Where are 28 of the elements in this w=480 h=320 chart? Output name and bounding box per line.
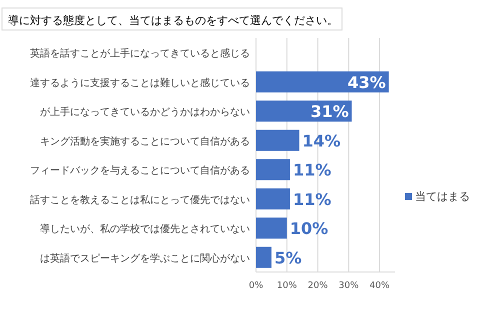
data-label: 14% [302,131,341,150]
y-tick-label: フィードバックを与えることについて自信がある [30,164,250,177]
data-label: 5% [274,248,302,268]
y-tick-label: 導したいが、私の学校では優先とされていない [40,223,250,236]
x-tick-label: 0% [248,281,264,291]
bar [256,159,290,180]
y-tick-label: 英語を話すことが上手になってきていると感じる [30,48,250,60]
x-tick-label: 30% [338,281,360,291]
chart-title: 導に対する態度として、当てはまるものをすべて選んでください。 [8,14,338,27]
y-tick-label: 話すことを教えることは私にとって優先ではない [30,194,250,206]
y-tick-label: が上手になってきているかどうかはわからない [40,106,250,118]
x-tick-label: 10% [276,281,298,291]
bar [256,218,287,239]
x-tick-label: 40% [370,281,390,291]
data-label: 10% [290,219,328,238]
legend-label: 当てはまる [415,190,470,203]
y-tick-label: 達するように支援することは難しいと感じている [30,76,250,89]
data-label: 11% [292,160,332,180]
y-tick-label: キング活動を実施することについて自信がある [40,135,250,148]
data-label: 43% [348,72,386,92]
data-label: 31% [310,102,349,122]
data-label: 11% [292,190,332,209]
x-tick-label: 20% [308,281,328,291]
bar [256,130,300,151]
bar [256,246,272,268]
y-tick-label: は英語でスピーキングを学ぶことに関心がない [40,252,250,264]
bar [256,188,290,210]
bar [256,71,389,92]
